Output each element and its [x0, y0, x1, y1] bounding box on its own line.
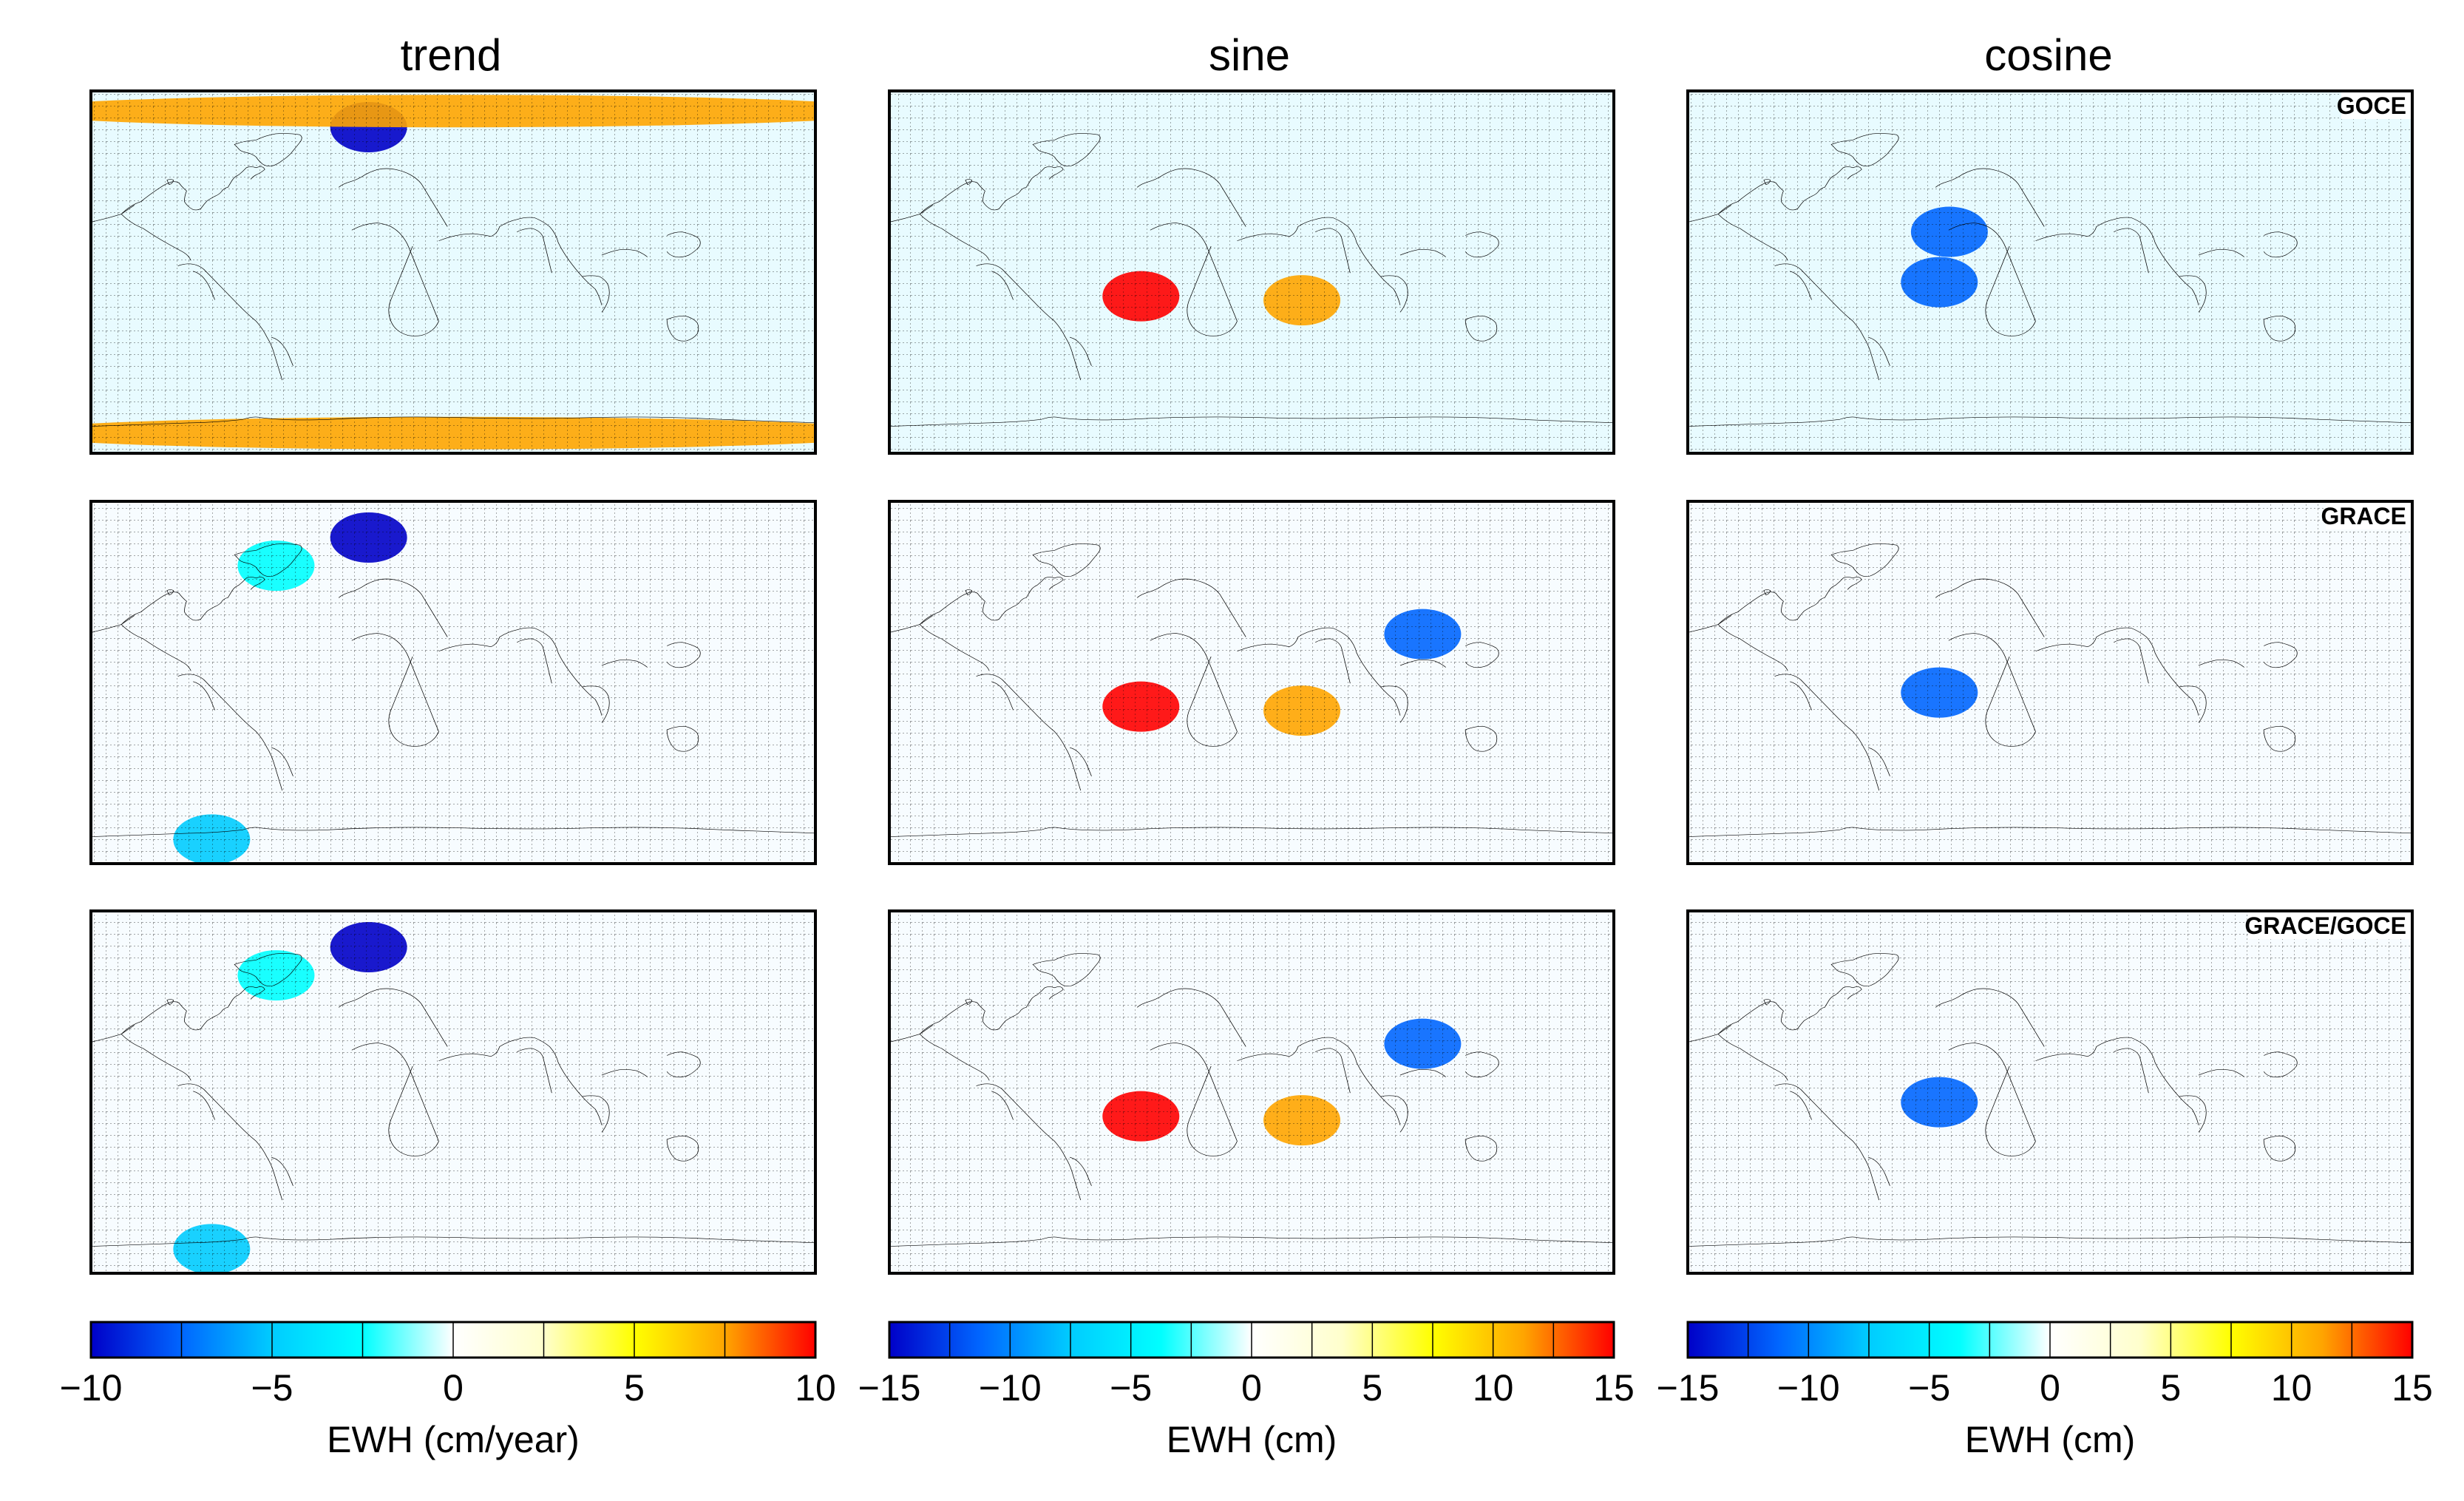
- graticule: [1688, 501, 2412, 864]
- map-frame: [89, 89, 817, 455]
- row-tag-grace: GRACE: [2321, 503, 2406, 529]
- colorbar-sine: −15 −10 −5 0 5 10 15 EWH (cm): [858, 1321, 1635, 1460]
- colorbar-tick-label: −10: [979, 1367, 1042, 1409]
- colorbar-tick-label: −10: [60, 1367, 123, 1409]
- colorbar-cosine: −15 −10 −5 0 5 10 15 EWH (cm): [1657, 1321, 2433, 1460]
- colorbar-tick-label: 0: [1241, 1367, 1262, 1409]
- colorbar-trend: −10 −5 0 5 10 EWH (cm/year): [60, 1321, 836, 1460]
- colorbar-tick-label: 5: [1362, 1367, 1382, 1409]
- colorbar-tick-label: 0: [443, 1367, 464, 1409]
- map-panel-cosine-1: GRACE: [1686, 500, 2414, 865]
- column-title-trend: trend: [401, 30, 502, 80]
- map-panel-sine-1: [888, 500, 1615, 865]
- row-tag-bg: [2248, 912, 2411, 939]
- colorbar-tick-label: 5: [624, 1367, 645, 1409]
- map-panel-sine-2: [888, 909, 1615, 1275]
- colorbar-tick-label: −10: [1777, 1367, 1840, 1409]
- map-panel-trend-2: [89, 909, 817, 1275]
- colorbar-tick-label: 15: [2392, 1367, 2433, 1409]
- colorbar-label: EWH (cm): [1965, 1419, 2136, 1460]
- map-frame: [89, 909, 817, 1275]
- map-frame: [1686, 89, 2414, 455]
- column-title-cosine: cosine: [1984, 30, 2112, 80]
- colorbar-tick-label: −5: [251, 1367, 293, 1409]
- map-frame: [1686, 909, 2414, 1275]
- map-panel-cosine-2: GRACE/GOCE: [1686, 909, 2414, 1275]
- row-tag-goce: GOCE: [2337, 92, 2406, 119]
- graticule: [1688, 911, 2412, 1273]
- map-frame: [89, 500, 817, 865]
- row-tag-bg: [2326, 503, 2411, 529]
- map-panel-trend-1: [89, 500, 817, 865]
- colorbar-label: EWH (cm/year): [327, 1419, 580, 1460]
- colorbar-tick-label: 10: [2271, 1367, 2312, 1409]
- graticule: [1688, 91, 2412, 453]
- graticule: [889, 501, 1614, 864]
- colorbar-tick-label: 0: [2040, 1367, 2060, 1409]
- colorbar-tick-label: −15: [858, 1367, 921, 1409]
- colorbar-tick-label: −15: [1657, 1367, 1720, 1409]
- graticule: [889, 911, 1614, 1273]
- graticule: [91, 501, 815, 864]
- colorbar-tick-label: 10: [795, 1367, 836, 1409]
- map-frame: [888, 500, 1615, 865]
- graticule: [889, 91, 1614, 453]
- colorbar-tick-label: 15: [1593, 1367, 1635, 1409]
- map-panel-sine-0: [888, 89, 1615, 455]
- map-panel-trend-0: [89, 89, 817, 455]
- colorbar-tick-label: −5: [1110, 1367, 1152, 1409]
- map-frame: [888, 89, 1615, 455]
- colorbar-tick-label: −5: [1908, 1367, 1950, 1409]
- row-tag-bg: [2341, 92, 2411, 119]
- colorbar-tick-label: 5: [2160, 1367, 2181, 1409]
- column-title-sine: sine: [1209, 30, 1290, 80]
- map-panel-cosine-0: GOCE: [1686, 89, 2414, 455]
- map-frame: [888, 909, 1615, 1275]
- row-tag-grace-goce: GRACE/GOCE: [2244, 912, 2406, 939]
- graticule: [91, 91, 815, 453]
- colorbar-tick-label: 10: [1473, 1367, 1514, 1409]
- map-frame: [1686, 500, 2414, 865]
- graticule: [91, 911, 815, 1273]
- colorbar-label: EWH (cm): [1167, 1419, 1337, 1460]
